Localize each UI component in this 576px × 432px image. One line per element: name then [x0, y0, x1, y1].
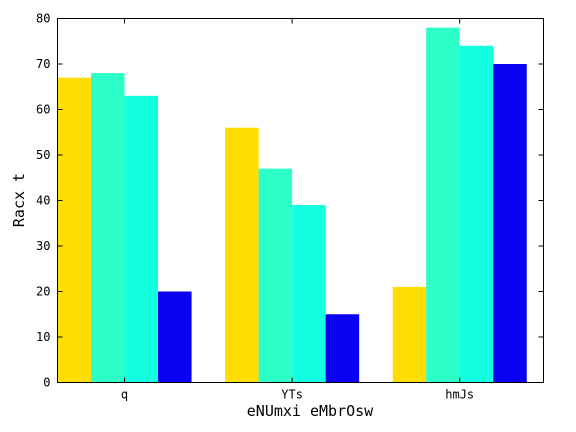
y-tick-label: 20	[36, 285, 50, 299]
bar-YTs-4	[325, 314, 360, 383]
y-tick-label: 0	[43, 376, 50, 390]
bar-hmJs-4	[493, 64, 527, 383]
y-tick-label: 40	[36, 194, 50, 208]
bar-q-4	[158, 291, 192, 383]
bar-q-1	[57, 77, 92, 383]
bar-hmJs-3	[459, 45, 494, 383]
x-axis-label: eNUmxi eMbrOsw	[247, 402, 374, 420]
bar-YTs-2	[258, 168, 293, 383]
y-axis-label: Racx t	[10, 173, 28, 227]
bar-YTs-1	[225, 127, 259, 383]
y-tick-label: 50	[36, 148, 50, 162]
y-tick-label: 10	[36, 330, 50, 344]
bar-q-3	[124, 95, 159, 383]
bar-hmJs-2	[426, 27, 460, 383]
bar-hmJs-1	[392, 286, 427, 383]
x-axis: q YTs hmJs	[121, 18, 474, 402]
y-tick-label: 80	[36, 12, 50, 26]
bar-YTs-3	[292, 205, 326, 383]
x-tick-label-hmJs: hmJs	[445, 388, 474, 402]
y-axis: 0 10 20 30 40 50 60 70 80	[36, 12, 544, 390]
y-tick-label: 60	[36, 103, 50, 117]
bars	[57, 27, 527, 383]
x-tick-label-YTs: YTs	[281, 388, 303, 402]
y-tick-label: 70	[36, 57, 50, 71]
bar-q-2	[91, 73, 125, 383]
y-tick-label: 30	[36, 239, 50, 253]
x-tick-label-q: q	[121, 388, 128, 402]
